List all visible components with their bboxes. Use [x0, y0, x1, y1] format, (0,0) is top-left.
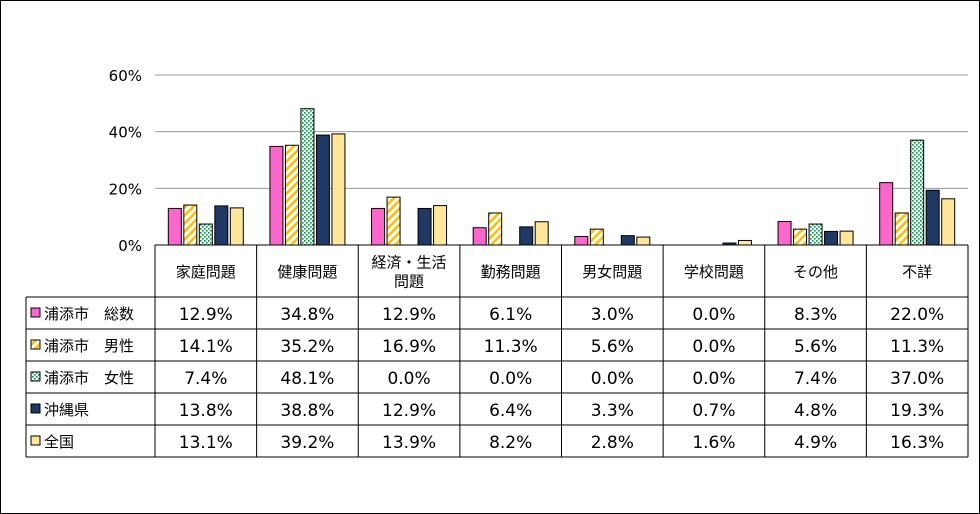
bar — [879, 182, 894, 246]
bar — [589, 228, 604, 246]
y-tick-label: 40% — [109, 124, 142, 142]
data-table-value: 14.1% — [179, 337, 233, 357]
bar — [417, 207, 432, 246]
legend-key — [30, 339, 41, 350]
data-table-value: 5.6% — [794, 337, 837, 357]
data-table-value: 11.3% — [890, 337, 944, 357]
data-table-value: 0.0% — [387, 369, 430, 389]
bar — [824, 230, 839, 246]
data-table-value: 0.0% — [489, 369, 532, 389]
legend-label: 浦添市 総数 — [44, 305, 134, 323]
data-table-value: 4.8% — [794, 401, 837, 421]
data-table-value: 13.1% — [179, 433, 233, 453]
category-label: 健康問題 — [277, 263, 337, 281]
data-table-value: 37.0% — [890, 369, 944, 389]
data-table-value: 0.0% — [692, 369, 735, 389]
data-table-value: 0.0% — [692, 305, 735, 325]
data-table-value: 0.7% — [692, 401, 735, 421]
bar — [472, 227, 487, 246]
bar — [941, 198, 956, 246]
bar — [269, 145, 284, 246]
y-tick-label: 60% — [109, 67, 142, 85]
data-table-value: 19.3% — [890, 401, 944, 421]
data-table-value: 0.0% — [692, 337, 735, 357]
bar — [214, 205, 229, 246]
bar — [925, 189, 940, 246]
data-table-value: 48.1% — [280, 369, 334, 389]
data-table-value: 2.8% — [591, 433, 634, 453]
bar — [574, 236, 589, 246]
bar — [198, 223, 213, 246]
bar — [808, 223, 823, 246]
bar — [488, 212, 503, 246]
legend-key — [30, 307, 41, 318]
bar — [284, 144, 299, 246]
bar — [910, 139, 925, 246]
data-table-value: 6.4% — [489, 401, 532, 421]
legend-key — [30, 371, 41, 382]
bar — [315, 134, 330, 246]
bar — [386, 196, 401, 246]
bar — [777, 220, 792, 246]
data-table-value: 22.0% — [890, 305, 944, 325]
y-tick-label: 0% — [118, 237, 142, 255]
bar — [620, 235, 635, 246]
y-tick-label: 20% — [109, 180, 142, 198]
legend-label: 浦添市 女性 — [44, 369, 134, 387]
data-table-value: 16.3% — [890, 433, 944, 453]
data-table-value: 34.8% — [280, 305, 334, 325]
bar — [229, 207, 244, 246]
bar — [371, 207, 386, 246]
data-table-value: 7.4% — [184, 369, 227, 389]
bar — [167, 207, 182, 246]
data-table-value: 8.3% — [794, 305, 837, 325]
bar — [534, 221, 549, 246]
data-table-value: 4.9% — [794, 433, 837, 453]
bar — [300, 108, 315, 246]
data-table-value: 38.8% — [280, 401, 334, 421]
bar — [433, 205, 448, 246]
data-table-value: 3.0% — [591, 305, 634, 325]
data-table-value: 8.2% — [489, 433, 532, 453]
data-table-value: 3.3% — [591, 401, 634, 421]
bar — [183, 204, 198, 246]
data-table-value: 1.6% — [692, 433, 735, 453]
data-table-value: 12.9% — [382, 401, 436, 421]
data-table-value: 35.2% — [280, 337, 334, 357]
legend-label: 浦添市 男性 — [44, 337, 134, 355]
data-table-value: 0.0% — [591, 369, 634, 389]
category-label: その他 — [793, 263, 838, 281]
category-label: 勤務問題 — [481, 263, 541, 281]
category-label: 男女問題 — [582, 263, 642, 281]
data-table-value: 5.6% — [591, 337, 634, 357]
data-table-value: 6.1% — [489, 305, 532, 325]
bar — [331, 133, 346, 246]
category-label: 問題 — [394, 273, 424, 291]
bar — [793, 228, 808, 246]
category-label: 経済・生活 — [372, 254, 447, 272]
legend-key — [30, 403, 41, 414]
data-table-value: 16.9% — [382, 337, 436, 357]
data-table-value: 39.2% — [280, 433, 334, 453]
data-table-value: 7.4% — [794, 369, 837, 389]
category-label: 学校問題 — [684, 263, 744, 281]
bar — [737, 239, 752, 246]
legend-label: 沖縄県 — [44, 401, 89, 419]
data-table-value: 13.8% — [179, 401, 233, 421]
legend-key — [30, 435, 41, 446]
bar — [894, 212, 909, 246]
legend-label: 全国 — [44, 433, 74, 451]
bar — [839, 230, 854, 246]
category-label: 不詳 — [902, 263, 932, 281]
data-table-value: 12.9% — [179, 305, 233, 325]
data-table-value: 12.9% — [382, 305, 436, 325]
category-label: 家庭問題 — [176, 263, 236, 281]
data-table-value: 11.3% — [484, 337, 538, 357]
bar — [636, 236, 651, 246]
data-table-value: 13.9% — [382, 433, 436, 453]
bar — [519, 226, 534, 246]
